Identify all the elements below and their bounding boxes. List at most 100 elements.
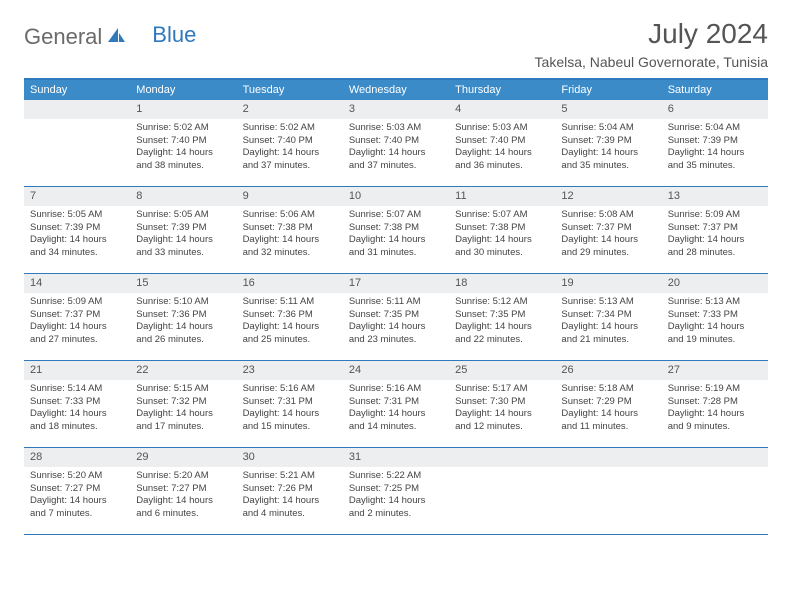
sunset-text: Sunset: 7:40 PM	[136, 135, 230, 148]
sunrise-text: Sunrise: 5:07 AM	[455, 209, 549, 222]
sunset-text: Sunset: 7:37 PM	[561, 222, 655, 235]
sunrise-text: Sunrise: 5:02 AM	[136, 122, 230, 135]
sunrise-text: Sunrise: 5:21 AM	[243, 470, 337, 483]
day-cell: 20Sunrise: 5:13 AMSunset: 7:33 PMDayligh…	[662, 274, 768, 360]
day-number	[555, 448, 661, 467]
day-number: 12	[555, 187, 661, 206]
day-body: Sunrise: 5:09 AMSunset: 7:37 PMDaylight:…	[24, 293, 130, 353]
day-body: Sunrise: 5:20 AMSunset: 7:27 PMDaylight:…	[24, 467, 130, 527]
day-body: Sunrise: 5:19 AMSunset: 7:28 PMDaylight:…	[662, 380, 768, 440]
day-cell: 28Sunrise: 5:20 AMSunset: 7:27 PMDayligh…	[24, 448, 130, 534]
sunset-text: Sunset: 7:36 PM	[243, 309, 337, 322]
day-cell: 5Sunrise: 5:04 AMSunset: 7:39 PMDaylight…	[555, 100, 661, 186]
daylight-text: Daylight: 14 hours and 14 minutes.	[349, 408, 443, 434]
day-cell: 10Sunrise: 5:07 AMSunset: 7:38 PMDayligh…	[343, 187, 449, 273]
day-cell: 31Sunrise: 5:22 AMSunset: 7:25 PMDayligh…	[343, 448, 449, 534]
sunrise-text: Sunrise: 5:05 AM	[30, 209, 124, 222]
daylight-text: Daylight: 14 hours and 23 minutes.	[349, 321, 443, 347]
day-cell: 30Sunrise: 5:21 AMSunset: 7:26 PMDayligh…	[237, 448, 343, 534]
sunset-text: Sunset: 7:40 PM	[243, 135, 337, 148]
day-body: Sunrise: 5:11 AMSunset: 7:35 PMDaylight:…	[343, 293, 449, 353]
day-body: Sunrise: 5:02 AMSunset: 7:40 PMDaylight:…	[237, 119, 343, 179]
daylight-text: Daylight: 14 hours and 6 minutes.	[136, 495, 230, 521]
day-body: Sunrise: 5:18 AMSunset: 7:29 PMDaylight:…	[555, 380, 661, 440]
sunset-text: Sunset: 7:33 PM	[668, 309, 762, 322]
logo-text-gray: General	[24, 24, 102, 50]
day-number: 2	[237, 100, 343, 119]
sunset-text: Sunset: 7:29 PM	[561, 396, 655, 409]
sunrise-text: Sunrise: 5:05 AM	[136, 209, 230, 222]
sunrise-text: Sunrise: 5:20 AM	[136, 470, 230, 483]
daylight-text: Daylight: 14 hours and 37 minutes.	[243, 147, 337, 173]
daylight-text: Daylight: 14 hours and 27 minutes.	[30, 321, 124, 347]
week-row: 7Sunrise: 5:05 AMSunset: 7:39 PMDaylight…	[24, 187, 768, 274]
daylight-text: Daylight: 14 hours and 17 minutes.	[136, 408, 230, 434]
sunrise-text: Sunrise: 5:08 AM	[561, 209, 655, 222]
sunrise-text: Sunrise: 5:11 AM	[349, 296, 443, 309]
daylight-text: Daylight: 14 hours and 33 minutes.	[136, 234, 230, 260]
day-body: Sunrise: 5:14 AMSunset: 7:33 PMDaylight:…	[24, 380, 130, 440]
day-cell: 16Sunrise: 5:11 AMSunset: 7:36 PMDayligh…	[237, 274, 343, 360]
day-body: Sunrise: 5:08 AMSunset: 7:37 PMDaylight:…	[555, 206, 661, 266]
daylight-text: Daylight: 14 hours and 26 minutes.	[136, 321, 230, 347]
day-body: Sunrise: 5:21 AMSunset: 7:26 PMDaylight:…	[237, 467, 343, 527]
daylight-text: Daylight: 14 hours and 32 minutes.	[243, 234, 337, 260]
day-cell: 26Sunrise: 5:18 AMSunset: 7:29 PMDayligh…	[555, 361, 661, 447]
daylight-text: Daylight: 14 hours and 4 minutes.	[243, 495, 337, 521]
calendar-grid: SundayMondayTuesdayWednesdayThursdayFrid…	[24, 78, 768, 535]
week-row: 1Sunrise: 5:02 AMSunset: 7:40 PMDaylight…	[24, 100, 768, 187]
logo-sail-icon	[106, 26, 126, 49]
sunrise-text: Sunrise: 5:18 AM	[561, 383, 655, 396]
day-number: 23	[237, 361, 343, 380]
day-cell: 1Sunrise: 5:02 AMSunset: 7:40 PMDaylight…	[130, 100, 236, 186]
day-number: 10	[343, 187, 449, 206]
day-number: 21	[24, 361, 130, 380]
day-number: 24	[343, 361, 449, 380]
daylight-text: Daylight: 14 hours and 35 minutes.	[561, 147, 655, 173]
sunset-text: Sunset: 7:26 PM	[243, 483, 337, 496]
day-number: 22	[130, 361, 236, 380]
day-body: Sunrise: 5:02 AMSunset: 7:40 PMDaylight:…	[130, 119, 236, 179]
day-number: 19	[555, 274, 661, 293]
sunset-text: Sunset: 7:25 PM	[349, 483, 443, 496]
day-number: 3	[343, 100, 449, 119]
daylight-text: Daylight: 14 hours and 12 minutes.	[455, 408, 549, 434]
sunrise-text: Sunrise: 5:03 AM	[455, 122, 549, 135]
sunrise-text: Sunrise: 5:22 AM	[349, 470, 443, 483]
day-number: 13	[662, 187, 768, 206]
day-cell	[24, 100, 130, 186]
sunset-text: Sunset: 7:35 PM	[455, 309, 549, 322]
day-body: Sunrise: 5:07 AMSunset: 7:38 PMDaylight:…	[343, 206, 449, 266]
sunrise-text: Sunrise: 5:10 AM	[136, 296, 230, 309]
weeks-container: 1Sunrise: 5:02 AMSunset: 7:40 PMDaylight…	[24, 100, 768, 535]
day-body: Sunrise: 5:20 AMSunset: 7:27 PMDaylight:…	[130, 467, 236, 527]
day-cell: 15Sunrise: 5:10 AMSunset: 7:36 PMDayligh…	[130, 274, 236, 360]
sunset-text: Sunset: 7:39 PM	[668, 135, 762, 148]
day-body: Sunrise: 5:15 AMSunset: 7:32 PMDaylight:…	[130, 380, 236, 440]
sunset-text: Sunset: 7:39 PM	[30, 222, 124, 235]
week-row: 21Sunrise: 5:14 AMSunset: 7:33 PMDayligh…	[24, 361, 768, 448]
day-body: Sunrise: 5:10 AMSunset: 7:36 PMDaylight:…	[130, 293, 236, 353]
sunrise-text: Sunrise: 5:17 AM	[455, 383, 549, 396]
day-number: 26	[555, 361, 661, 380]
sunset-text: Sunset: 7:40 PM	[349, 135, 443, 148]
day-cell: 4Sunrise: 5:03 AMSunset: 7:40 PMDaylight…	[449, 100, 555, 186]
daylight-text: Daylight: 14 hours and 9 minutes.	[668, 408, 762, 434]
day-number: 16	[237, 274, 343, 293]
day-cell: 18Sunrise: 5:12 AMSunset: 7:35 PMDayligh…	[449, 274, 555, 360]
weekday-cell: Saturday	[662, 80, 768, 100]
day-number: 4	[449, 100, 555, 119]
sunrise-text: Sunrise: 5:03 AM	[349, 122, 443, 135]
sunset-text: Sunset: 7:27 PM	[136, 483, 230, 496]
daylight-text: Daylight: 14 hours and 22 minutes.	[455, 321, 549, 347]
day-body: Sunrise: 5:06 AMSunset: 7:38 PMDaylight:…	[237, 206, 343, 266]
day-cell: 6Sunrise: 5:04 AMSunset: 7:39 PMDaylight…	[662, 100, 768, 186]
day-number: 7	[24, 187, 130, 206]
day-body: Sunrise: 5:03 AMSunset: 7:40 PMDaylight:…	[343, 119, 449, 179]
day-number: 30	[237, 448, 343, 467]
day-cell: 17Sunrise: 5:11 AMSunset: 7:35 PMDayligh…	[343, 274, 449, 360]
sunrise-text: Sunrise: 5:13 AM	[668, 296, 762, 309]
sunset-text: Sunset: 7:40 PM	[455, 135, 549, 148]
sunset-text: Sunset: 7:27 PM	[30, 483, 124, 496]
daylight-text: Daylight: 14 hours and 31 minutes.	[349, 234, 443, 260]
